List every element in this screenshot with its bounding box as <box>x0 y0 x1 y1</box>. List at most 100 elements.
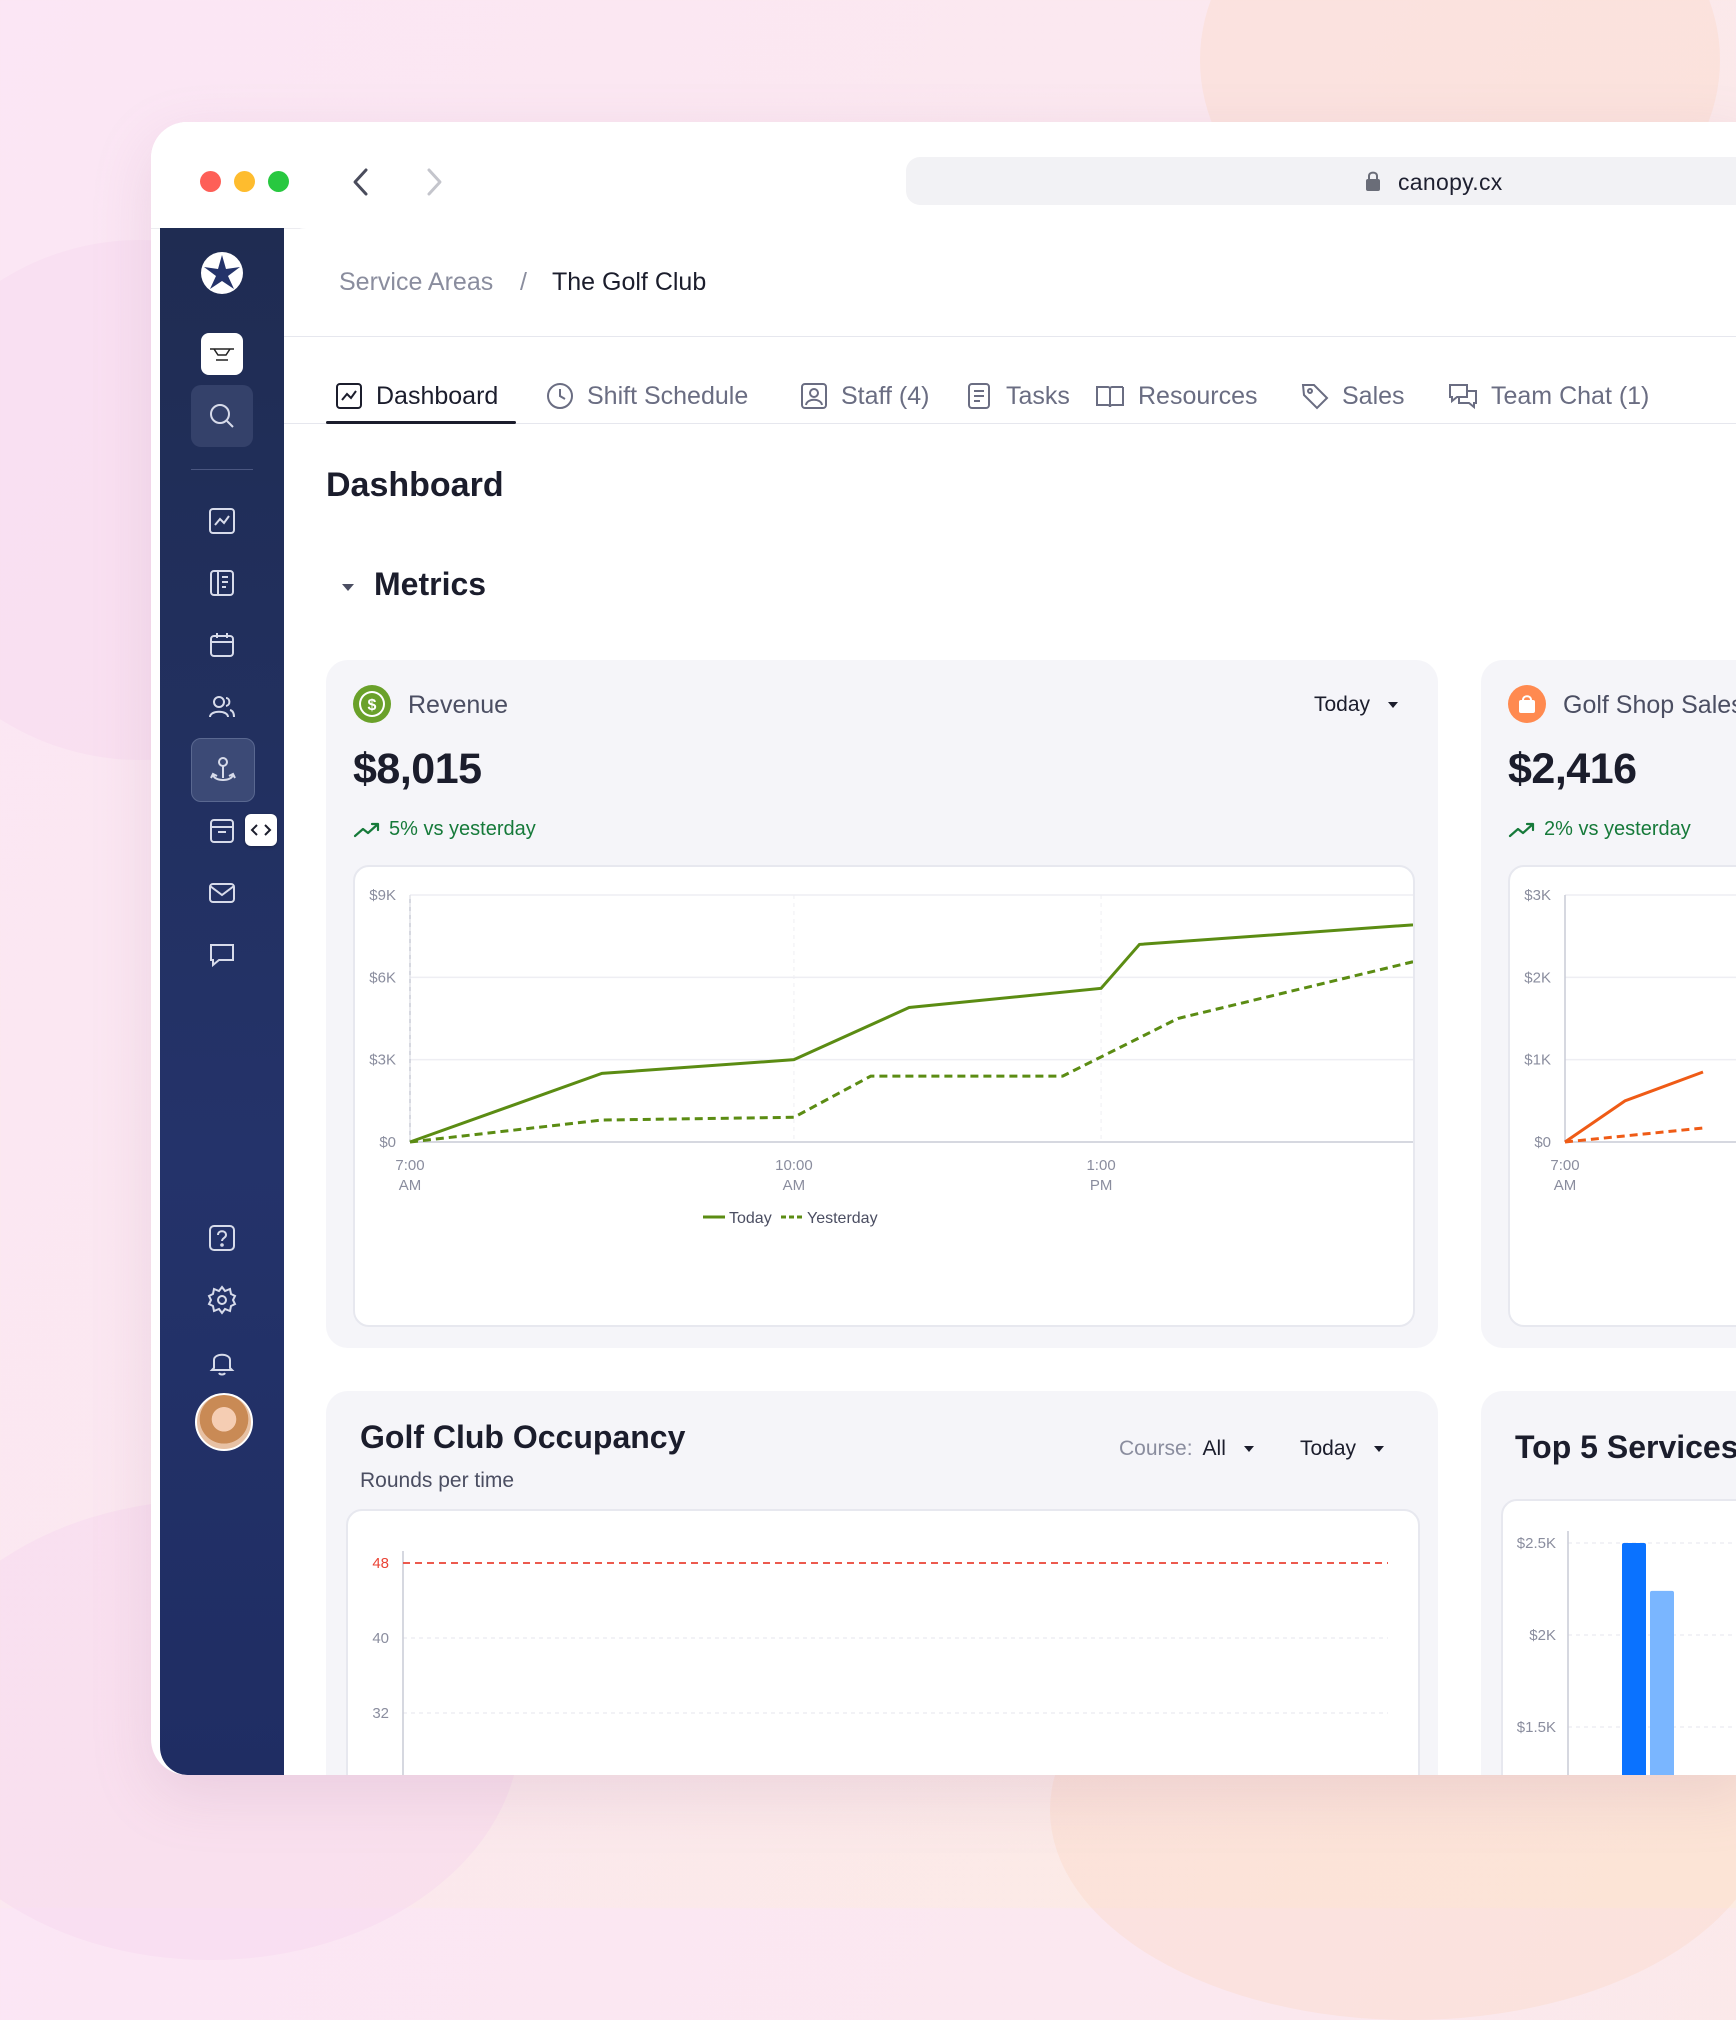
url-text: canopy.cx <box>1398 169 1503 195</box>
tab-tasks[interactable]: Tasks <box>964 376 1070 416</box>
tab-label: Tasks <box>1006 381 1070 410</box>
tabs-divider <box>284 423 1736 424</box>
tab-sales[interactable]: Sales <box>1300 376 1405 416</box>
caret-down-icon <box>1374 1446 1385 1452</box>
dropdown-value: Today <box>1300 1437 1357 1460</box>
shop-chart: $0 $1K $2K $3K 7:00 AM <box>1508 865 1736 1327</box>
shop-trend: 2% vs yesterday <box>1508 818 1691 841</box>
legend-label: Today <box>729 1210 772 1227</box>
sidebar-divider <box>191 469 253 470</box>
shop-value: $2,416 <box>1508 745 1637 793</box>
back-arrow-icon[interactable] <box>346 162 376 202</box>
sidebar-item-mail[interactable] <box>191 862 253 924</box>
y-tick-label: $2K <box>1529 1627 1556 1644</box>
collapse-caret-icon[interactable] <box>339 580 357 598</box>
close-window-dot[interactable] <box>200 171 221 192</box>
active-tab-indicator <box>326 421 516 424</box>
document-icon <box>968 383 990 409</box>
section-title-metrics[interactable]: Metrics <box>374 566 487 602</box>
top-services-title: Top 5 Services <box>1515 1429 1736 1465</box>
sidebar-item-calendar[interactable] <box>191 614 253 676</box>
book-icon <box>1096 386 1124 408</box>
golf-shop-sales-card: Golf Shop Sales $2,416 2% vs yesterday $… <box>1481 660 1736 1348</box>
user-avatar[interactable] <box>195 1393 253 1451</box>
header-divider <box>284 336 1736 337</box>
revenue-period-dropdown[interactable]: Today <box>1314 693 1404 717</box>
app-logo-icon[interactable] <box>191 242 253 304</box>
occupancy-card: Golf Club Occupancy Rounds per time Cour… <box>326 1391 1438 1775</box>
tab-shift-schedule[interactable]: Shift Schedule <box>545 376 748 416</box>
tab-staff[interactable]: Staff (4) <box>799 376 929 416</box>
svg-text:$: $ <box>368 697 377 714</box>
sidebar-item-people[interactable] <box>191 676 253 738</box>
workspace-badge[interactable] <box>191 323 253 385</box>
y-tick-label: $0 <box>379 1134 396 1151</box>
sidebar-item-reports[interactable] <box>191 552 253 614</box>
course-value: All <box>1202 1437 1226 1460</box>
y-tick-label: $0 <box>1534 1134 1551 1151</box>
sidebar-collapse-toggle[interactable] <box>245 814 277 846</box>
tag-icon <box>1301 384 1329 410</box>
revenue-value: $8,015 <box>353 745 482 793</box>
bar-1 <box>1650 1590 1674 1775</box>
sidebar-help-button[interactable] <box>191 1207 253 1269</box>
series-line-yesterday <box>409 960 1413 1144</box>
y-tick-label: $3K <box>1524 887 1551 904</box>
y-tick-label: $9K <box>369 887 396 904</box>
clock-icon <box>547 383 573 409</box>
y-tick-label: $1K <box>1524 1052 1551 1069</box>
chart-icon <box>336 383 362 409</box>
sidebar-item-archive[interactable] <box>191 800 253 862</box>
y-tick-label: $6K <box>369 969 396 986</box>
revenue-title: Revenue <box>408 691 509 719</box>
trend-text: 2% vs yesterday <box>1544 818 1691 840</box>
course-filter-dropdown[interactable]: Course: All <box>1119 1437 1260 1461</box>
y-tick-label: 48 <box>372 1555 389 1572</box>
course-label: Course: <box>1119 1437 1193 1460</box>
y-tick-label: $2.5K <box>1517 1535 1556 1552</box>
series-line-1 <box>1564 1126 1704 1144</box>
revenue-trend: 5% vs yesterday <box>353 818 536 841</box>
sidebar-notifications-button[interactable] <box>191 1331 253 1393</box>
breadcrumb-current: The Golf Club <box>552 268 707 296</box>
tab-label: Dashboard <box>376 381 499 410</box>
legend-label: Yesterday <box>807 1210 878 1227</box>
breadcrumb-parent[interactable]: Service Areas <box>339 268 494 296</box>
shop-title: Golf Shop Sales <box>1563 691 1736 719</box>
url-bar[interactable] <box>906 157 1736 205</box>
sidebar-item-service-areas[interactable] <box>191 738 255 802</box>
tab-resources[interactable]: Resources <box>1094 376 1258 416</box>
x-tick-label: AM <box>783 1177 806 1194</box>
trend-up-icon <box>1508 822 1535 837</box>
dollar-icon: $ <box>353 685 391 723</box>
x-tick-label: 1:00 <box>1086 1157 1115 1174</box>
tab-label: Sales <box>1342 381 1405 410</box>
x-tick-label: PM <box>1090 1177 1113 1194</box>
y-tick-label: $3K <box>369 1052 396 1069</box>
sidebar-item-dashboard[interactable] <box>191 490 253 552</box>
main-content: Service Areas / The Golf Club Dashboard … <box>284 228 1736 1775</box>
browser-window: canopy.cx <box>151 122 1736 1775</box>
sidebar-search-button[interactable] <box>191 385 253 447</box>
trend-up-icon <box>353 822 380 837</box>
browser-chrome: canopy.cx <box>151 122 1736 229</box>
bar-0 <box>1622 1543 1646 1775</box>
maximize-window-dot[interactable] <box>268 171 289 192</box>
y-tick-label: $2K <box>1524 969 1551 986</box>
top-services-chart: $1.5K $2K $2.5K <box>1501 1499 1736 1775</box>
revenue-chart: $0$3K$6K$9K7:00AM10:00AM1:00PM6:00PMToda… <box>353 865 1415 1327</box>
tab-label: Team Chat (1) <box>1491 381 1650 410</box>
tab-label: Staff (4) <box>841 381 930 410</box>
forward-arrow-icon[interactable] <box>419 162 449 202</box>
occupancy-chart: 32 40 48 <box>346 1509 1420 1775</box>
x-tick-label: 7:00 <box>1550 1157 1579 1174</box>
series-line-0 <box>1564 1070 1704 1144</box>
occupancy-period-dropdown[interactable]: Today <box>1300 1437 1390 1461</box>
tab-dashboard[interactable]: Dashboard <box>334 376 498 416</box>
minimize-window-dot[interactable] <box>234 171 255 192</box>
sidebar-settings-button[interactable] <box>191 1269 253 1331</box>
caret-down-icon <box>1243 1446 1254 1452</box>
sidebar-item-chat[interactable] <box>191 924 253 986</box>
tab-team-chat[interactable]: Team Chat (1) <box>1447 376 1649 416</box>
trend-text: 5% vs yesterday <box>389 818 536 840</box>
